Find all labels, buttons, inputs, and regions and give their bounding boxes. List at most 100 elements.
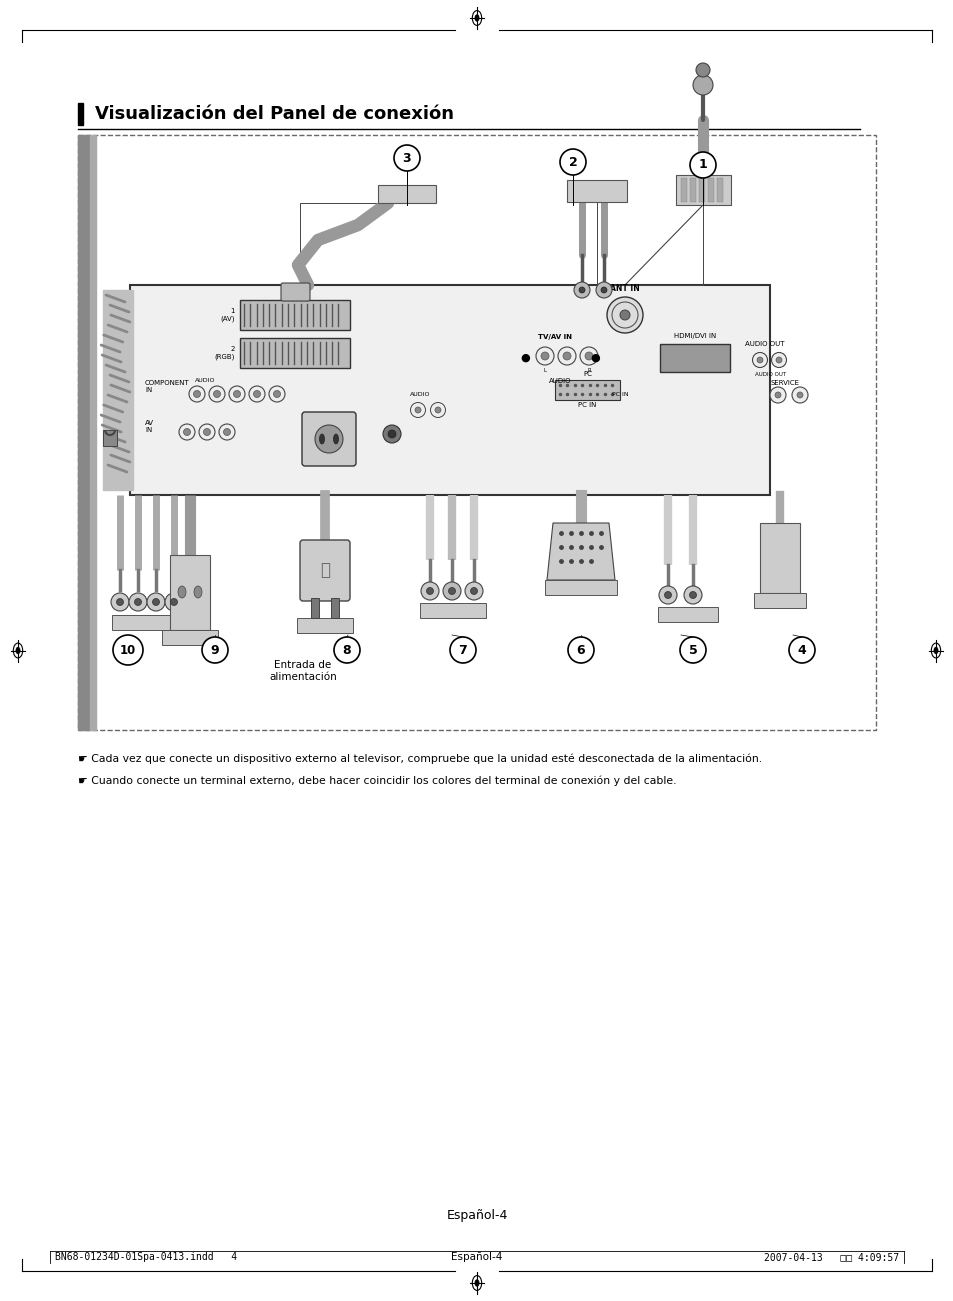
Text: 2: 2 xyxy=(568,156,577,169)
Circle shape xyxy=(388,431,395,438)
Circle shape xyxy=(223,428,231,436)
Circle shape xyxy=(683,585,701,604)
Text: 6: 6 xyxy=(576,644,585,657)
Text: Español-4: Español-4 xyxy=(446,1210,507,1223)
FancyBboxPatch shape xyxy=(676,176,730,206)
Circle shape xyxy=(540,353,548,360)
Circle shape xyxy=(696,62,709,77)
Circle shape xyxy=(470,588,477,595)
Circle shape xyxy=(689,152,716,178)
Circle shape xyxy=(788,637,814,664)
Text: AUDIO: AUDIO xyxy=(194,379,215,382)
Circle shape xyxy=(791,386,807,403)
Circle shape xyxy=(420,582,438,600)
Text: 2007-04-13   □□ 4:09:57: 2007-04-13 □□ 4:09:57 xyxy=(763,1252,898,1262)
Circle shape xyxy=(574,282,589,298)
Text: AUDIO: AUDIO xyxy=(410,393,430,398)
Circle shape xyxy=(334,637,359,664)
Circle shape xyxy=(249,386,265,402)
Ellipse shape xyxy=(334,435,338,444)
Text: AUDIO OUT: AUDIO OUT xyxy=(744,341,784,347)
Circle shape xyxy=(536,347,554,366)
Text: R: R xyxy=(586,368,590,373)
Ellipse shape xyxy=(475,1280,478,1287)
FancyBboxPatch shape xyxy=(658,608,718,622)
Text: Español-4: Español-4 xyxy=(451,1252,502,1262)
Circle shape xyxy=(202,637,228,664)
Bar xyxy=(78,135,90,730)
Circle shape xyxy=(771,353,785,367)
Circle shape xyxy=(769,386,785,403)
Text: AUDIO OUT: AUDIO OUT xyxy=(754,372,785,377)
Text: AUDIO: AUDIO xyxy=(548,379,571,384)
Text: 8: 8 xyxy=(342,644,351,657)
Circle shape xyxy=(558,347,576,366)
Text: COMPONENT
IN: COMPONENT IN xyxy=(145,380,190,393)
Text: 7: 7 xyxy=(458,644,467,657)
FancyBboxPatch shape xyxy=(281,284,310,301)
Text: ⏻: ⏻ xyxy=(319,561,330,579)
Circle shape xyxy=(209,386,225,402)
Text: HDMI/DVI IN: HDMI/DVI IN xyxy=(673,333,716,340)
Circle shape xyxy=(450,637,476,664)
Circle shape xyxy=(199,424,214,440)
Text: L: L xyxy=(543,368,546,373)
Circle shape xyxy=(464,582,482,600)
Text: 1
(AV): 1 (AV) xyxy=(220,308,234,321)
Text: PC IN: PC IN xyxy=(611,393,628,398)
Circle shape xyxy=(274,390,280,398)
FancyBboxPatch shape xyxy=(760,523,800,593)
Circle shape xyxy=(435,407,440,412)
Bar xyxy=(90,135,96,730)
Circle shape xyxy=(193,390,200,398)
Text: ●: ● xyxy=(589,353,599,363)
Circle shape xyxy=(796,392,802,398)
Circle shape xyxy=(430,402,445,418)
Bar xyxy=(103,431,117,446)
Ellipse shape xyxy=(319,435,324,444)
Circle shape xyxy=(229,386,245,402)
FancyBboxPatch shape xyxy=(566,180,626,202)
Text: AV
IN: AV IN xyxy=(145,420,153,433)
Circle shape xyxy=(442,582,460,600)
Circle shape xyxy=(757,356,762,363)
Bar xyxy=(103,290,132,490)
Circle shape xyxy=(203,428,211,436)
Text: EXT: EXT xyxy=(291,291,309,301)
Circle shape xyxy=(679,637,705,664)
Circle shape xyxy=(752,353,767,367)
Circle shape xyxy=(116,598,123,605)
FancyBboxPatch shape xyxy=(170,556,210,630)
Circle shape xyxy=(426,588,433,595)
Circle shape xyxy=(775,356,781,363)
Circle shape xyxy=(415,407,420,412)
Circle shape xyxy=(579,347,598,366)
Circle shape xyxy=(619,310,629,320)
Text: 2
(RGB): 2 (RGB) xyxy=(214,346,234,360)
FancyBboxPatch shape xyxy=(296,618,353,634)
Circle shape xyxy=(152,598,159,605)
Circle shape xyxy=(129,593,147,611)
FancyBboxPatch shape xyxy=(240,301,350,330)
Text: ANT IN: ANT IN xyxy=(610,284,639,293)
Circle shape xyxy=(659,585,677,604)
Circle shape xyxy=(600,288,606,293)
Bar xyxy=(707,178,713,202)
Circle shape xyxy=(171,598,177,605)
Text: 4: 4 xyxy=(797,644,805,657)
FancyBboxPatch shape xyxy=(112,615,192,630)
Circle shape xyxy=(213,390,220,398)
Text: TV/AV IN: TV/AV IN xyxy=(537,334,572,340)
Circle shape xyxy=(112,635,143,665)
Circle shape xyxy=(410,402,425,418)
Text: BN68-01234D-01Spa-0413.indd   4: BN68-01234D-01Spa-0413.indd 4 xyxy=(55,1252,237,1262)
Circle shape xyxy=(448,588,455,595)
Text: PC IN: PC IN xyxy=(578,402,596,409)
Circle shape xyxy=(134,598,141,605)
Text: ☛ Cada vez que conecte un dispositivo externo al televisor, compruebe que la uni: ☛ Cada vez que conecte un dispositivo ex… xyxy=(78,753,761,764)
Text: SERVICE: SERVICE xyxy=(770,380,799,386)
Circle shape xyxy=(664,592,671,598)
Ellipse shape xyxy=(475,14,478,21)
Ellipse shape xyxy=(193,585,202,598)
Circle shape xyxy=(567,637,594,664)
